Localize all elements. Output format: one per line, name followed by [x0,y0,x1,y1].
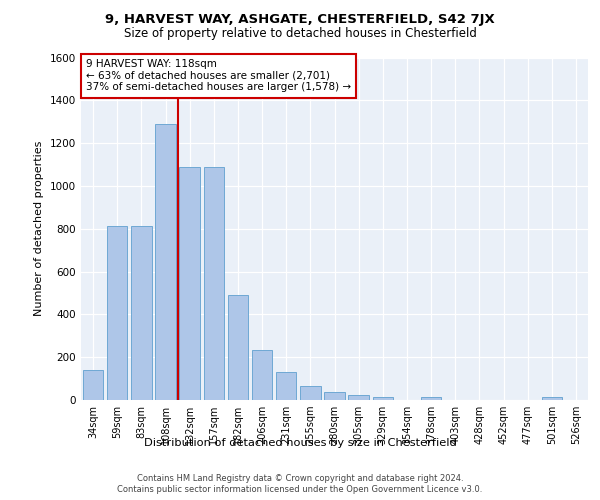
Bar [179,166,200,400]
Bar [349,394,369,400]
Bar [300,386,320,400]
Text: Contains public sector information licensed under the Open Government Licence v3: Contains public sector information licen… [118,485,482,494]
Bar [203,166,224,400]
Bar [83,370,103,400]
Bar [421,397,442,400]
Bar [131,226,152,400]
Bar [373,397,393,400]
Text: Contains HM Land Registry data © Crown copyright and database right 2024.: Contains HM Land Registry data © Crown c… [137,474,463,483]
Bar [107,226,127,400]
Text: Size of property relative to detached houses in Chesterfield: Size of property relative to detached ho… [124,28,476,40]
Bar [155,124,176,400]
Text: 9, HARVEST WAY, ASHGATE, CHESTERFIELD, S42 7JX: 9, HARVEST WAY, ASHGATE, CHESTERFIELD, S… [105,12,495,26]
Bar [542,397,562,400]
Bar [252,350,272,400]
Text: 9 HARVEST WAY: 118sqm
← 63% of detached houses are smaller (2,701)
37% of semi-d: 9 HARVEST WAY: 118sqm ← 63% of detached … [86,59,351,92]
Bar [227,295,248,400]
Bar [324,392,345,400]
Text: Distribution of detached houses by size in Chesterfield: Distribution of detached houses by size … [143,438,457,448]
Y-axis label: Number of detached properties: Number of detached properties [34,141,44,316]
Bar [276,372,296,400]
